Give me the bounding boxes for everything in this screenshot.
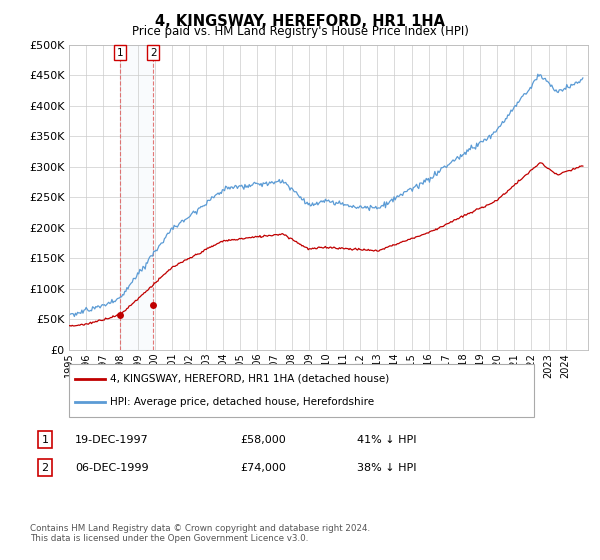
Text: 2: 2 — [150, 48, 157, 58]
Text: Contains HM Land Registry data © Crown copyright and database right 2024.
This d: Contains HM Land Registry data © Crown c… — [30, 524, 370, 543]
Text: 1: 1 — [116, 48, 123, 58]
Text: 4, KINGSWAY, HEREFORD, HR1 1HA (detached house): 4, KINGSWAY, HEREFORD, HR1 1HA (detached… — [110, 374, 389, 384]
Text: Price paid vs. HM Land Registry's House Price Index (HPI): Price paid vs. HM Land Registry's House … — [131, 25, 469, 38]
Text: 19-DEC-1997: 19-DEC-1997 — [75, 435, 149, 445]
Text: 41% ↓ HPI: 41% ↓ HPI — [357, 435, 416, 445]
Text: HPI: Average price, detached house, Herefordshire: HPI: Average price, detached house, Here… — [110, 397, 374, 407]
Bar — [120, 45, 153, 350]
Text: 2: 2 — [41, 463, 49, 473]
Text: 1: 1 — [41, 435, 49, 445]
Text: £58,000: £58,000 — [240, 435, 286, 445]
Text: £74,000: £74,000 — [240, 463, 286, 473]
Text: 38% ↓ HPI: 38% ↓ HPI — [357, 463, 416, 473]
Text: 06-DEC-1999: 06-DEC-1999 — [75, 463, 149, 473]
Text: 4, KINGSWAY, HEREFORD, HR1 1HA: 4, KINGSWAY, HEREFORD, HR1 1HA — [155, 14, 445, 29]
